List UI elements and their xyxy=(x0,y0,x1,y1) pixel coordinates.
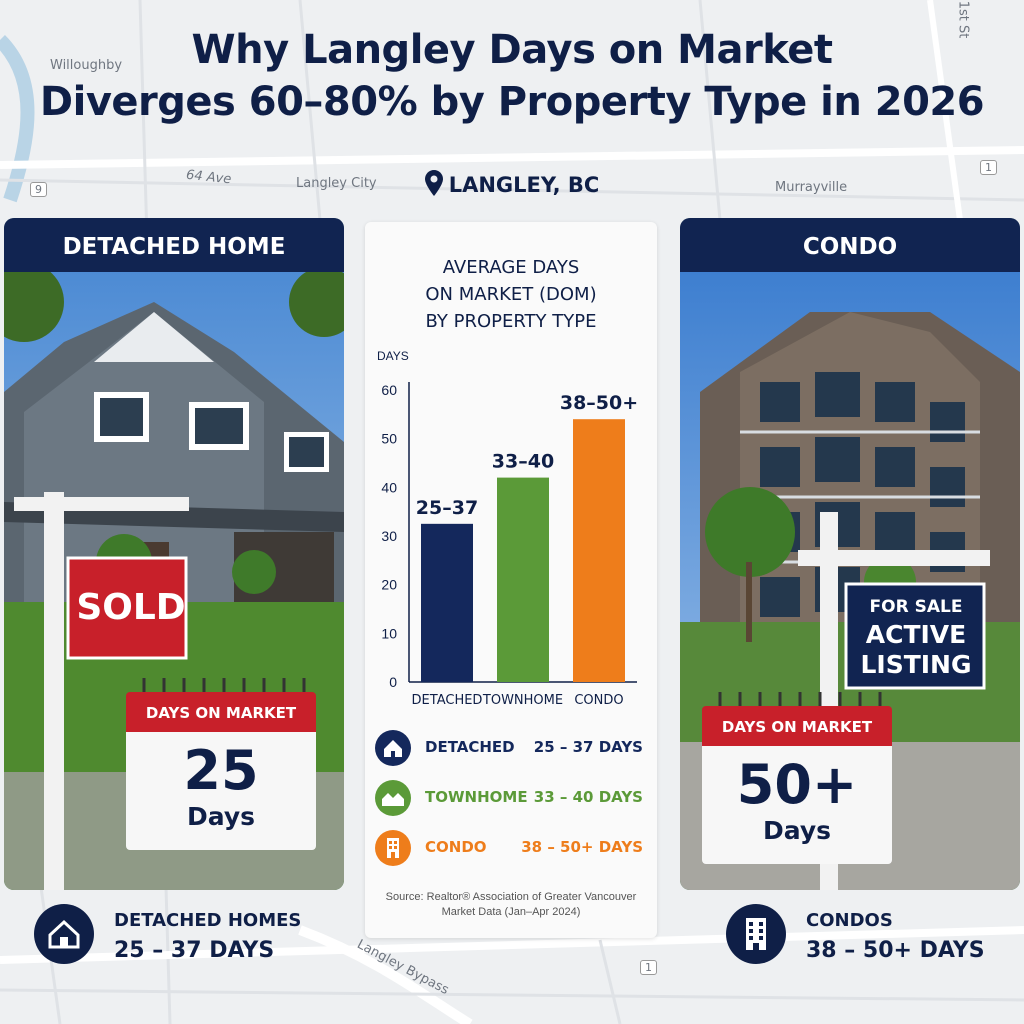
legend-name: CONDO xyxy=(425,838,487,856)
y-tick-label: 10 xyxy=(381,625,397,641)
location-label: LANGLEY, BC xyxy=(0,170,1024,197)
location-text: LANGLEY, BC xyxy=(448,173,600,197)
bottom-stat-label: CONDOS xyxy=(806,910,893,931)
chart-title-line-3: BY PROPERTY TYPE xyxy=(425,311,597,332)
data-label: 25–37 xyxy=(416,497,478,519)
map-hwy-shield-1: 1 xyxy=(980,160,997,175)
sold-sign: SOLD xyxy=(76,587,186,628)
calendar-body: 25 Days xyxy=(126,732,316,850)
chart-title: AVERAGE DAYS ON MARKET (DOM) BY PROPERTY… xyxy=(365,254,657,335)
townhome-icon xyxy=(375,780,411,816)
legend-range: 33 – 40 DAYS xyxy=(533,788,643,806)
detached-panel-header: DETACHED HOME xyxy=(4,218,344,272)
title-line-1: Why Langley Days on Market xyxy=(191,27,833,73)
bar-townhome xyxy=(497,477,549,682)
for-sale-line-3: LISTING xyxy=(860,650,972,679)
y-axis-label: DAYS xyxy=(377,349,409,363)
condo-panel-header: CONDO xyxy=(680,218,1020,272)
calendar-unit: Days xyxy=(186,802,256,831)
calendar-header: DAYS ON MARKET xyxy=(126,692,316,732)
y-tick-label: 50 xyxy=(381,431,397,447)
legend-range: 25 – 37 DAYS xyxy=(533,738,643,756)
dom-bar-chart: DAYS 0 10 20 30 40 50 60 25–37 DETACHED 33–40 TOWNH… xyxy=(377,349,638,708)
calendar-number: 25 xyxy=(183,739,259,802)
legend-name: DETACHED xyxy=(425,738,515,756)
detached-dom-calendar: DAYS ON MARKET 25 Days xyxy=(116,670,326,850)
legend-row-detached: DETACHED 25 – 37 DAYS xyxy=(375,726,647,770)
map-hwy-shield-bottom: 1 xyxy=(640,960,657,975)
legend-row-townhome: TOWNHOME 33 – 40 DAYS xyxy=(375,776,647,820)
data-label: 33–40 xyxy=(492,451,554,473)
calendar-unit: Days xyxy=(762,816,832,845)
condo-panel: CONDO FOR SALE ACTIVE LISTING xyxy=(680,218,1020,890)
calendar-body: 50+ Days xyxy=(702,746,892,864)
house-icon xyxy=(375,730,411,766)
legend-range: 38 – 50+ DAYS xyxy=(521,838,643,856)
map-label-murrayville: Murrayville xyxy=(775,180,848,195)
condo-icon xyxy=(375,830,411,866)
source-line-1: Source: Realtor® Association of Greater … xyxy=(385,891,637,903)
map-pin-icon xyxy=(424,170,443,196)
map-label-langley-city: Langley City xyxy=(296,176,377,191)
y-tick-label: 60 xyxy=(381,382,397,398)
title-line-2: Diverges 60–80% by Property Type in 2026 xyxy=(39,79,985,125)
for-sale-line-1: FOR SALE xyxy=(869,597,963,617)
bottom-stat-value: 38 – 50+ DAYS xyxy=(806,938,985,963)
bar-condo xyxy=(573,419,625,682)
calendar-header: DAYS ON MARKET xyxy=(702,706,892,746)
x-tick-label: CONDO xyxy=(574,693,623,708)
condo-dom-calendar: DAYS ON MARKET 50+ Days xyxy=(692,684,902,864)
bottom-stat-value: 25 – 37 DAYS xyxy=(114,938,275,963)
calendar-number: 50+ xyxy=(736,753,858,816)
for-sale-line-2: ACTIVE xyxy=(865,620,967,649)
x-tick-label: DETACHED xyxy=(412,693,483,708)
data-label: 38–50+ xyxy=(560,392,638,414)
page-title: Why Langley Days on Market Diverges 60–8… xyxy=(0,24,1024,128)
x-tick-label: TOWNHOME xyxy=(482,693,563,708)
map-label-willoughby: Willoughby xyxy=(50,58,123,73)
source-line-2: Market Data (Jan–Apr 2024) xyxy=(441,906,581,918)
bar-detached xyxy=(421,523,473,682)
bottom-stat-label: DETACHED HOMES xyxy=(114,910,302,931)
bottom-stat-condos: CONDOS 38 – 50+ DAYS xyxy=(726,902,1016,972)
condo-building-icon xyxy=(726,904,786,964)
legend-name: TOWNHOME xyxy=(425,788,528,806)
detached-home-panel: DETACHED HOME SOLD DAYS ON MARKET 25 xyxy=(4,218,344,890)
source-note: Source: Realtor® Association of Greater … xyxy=(365,890,657,920)
map-hwy-shield-9: 9 xyxy=(30,182,47,197)
house-icon xyxy=(34,904,94,964)
for-sale-sign: FOR SALE ACTIVE LISTING xyxy=(850,594,982,680)
chart-title-line-1: AVERAGE DAYS xyxy=(442,257,580,278)
chart-title-line-2: ON MARKET (DOM) xyxy=(425,284,597,305)
bottom-stat-detached: DETACHED HOMES 25 – 37 DAYS xyxy=(34,902,334,972)
y-tick-label: 40 xyxy=(381,479,397,495)
y-tick-label: 20 xyxy=(381,577,397,593)
y-tick-label: 30 xyxy=(381,528,397,544)
y-tick-label: 0 xyxy=(389,674,397,690)
legend-row-condo: CONDO 38 – 50+ DAYS xyxy=(375,826,647,870)
dom-chart-card: AVERAGE DAYS ON MARKET (DOM) BY PROPERTY… xyxy=(365,222,657,938)
